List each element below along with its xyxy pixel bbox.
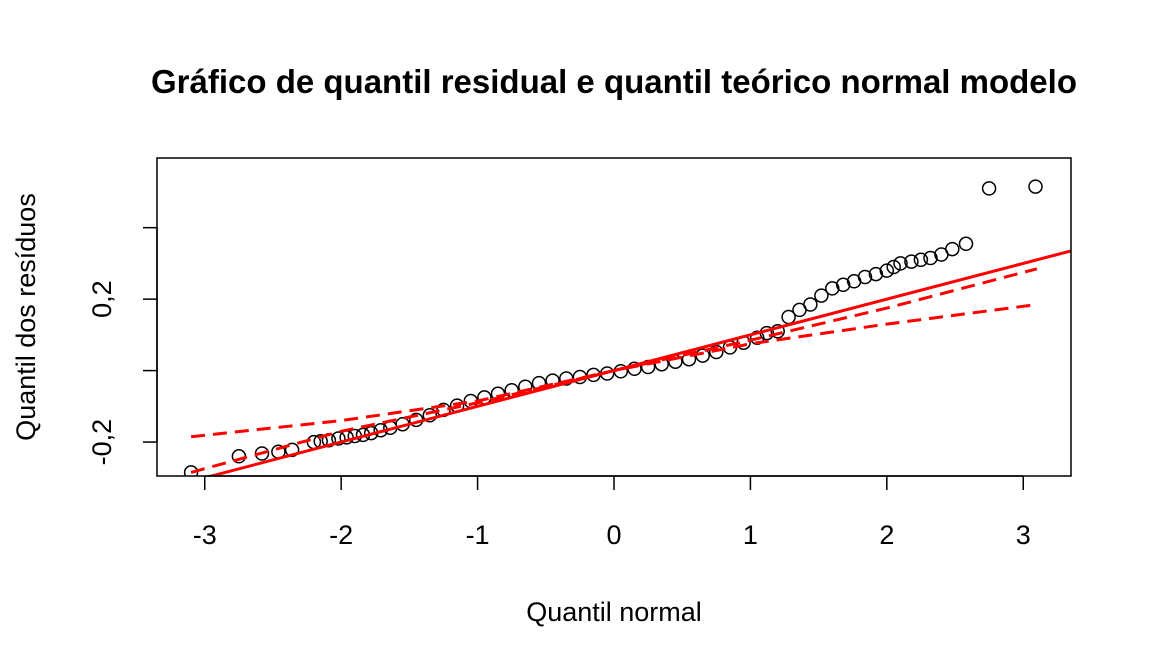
chart-title: Gráfico de quantil residual e quantil te… (151, 63, 1077, 100)
x-tick-label: 0 (606, 520, 621, 550)
x-tick-label: 2 (879, 520, 894, 550)
data-point (913, 252, 929, 268)
data-point (1028, 179, 1043, 194)
y-axis-label: Quantil dos resíduos (11, 193, 41, 441)
data-point (857, 269, 873, 285)
data-point (331, 431, 346, 446)
data-point (904, 254, 919, 269)
data-point (803, 297, 818, 312)
x-axis-label: Quantil normal (526, 597, 702, 627)
data-point (981, 181, 997, 196)
data-point (183, 465, 199, 476)
data-point (825, 281, 840, 296)
data-point (814, 288, 829, 303)
data-point (422, 408, 438, 423)
data-point (770, 324, 785, 339)
data-point (868, 266, 884, 282)
y-tick-label: -0,2 (87, 419, 117, 466)
x-axis: -3 -2 -1 0 1 2 3 (193, 475, 1031, 550)
x-tick-label: 3 (1016, 520, 1031, 550)
data-point (945, 241, 960, 257)
x-tick-label: -2 (329, 520, 353, 550)
y-tick-label: 0,2 (87, 280, 117, 318)
x-tick-label: -3 (193, 520, 217, 550)
x-tick-label: 1 (743, 520, 758, 550)
data-point (893, 256, 908, 271)
data-point (886, 259, 901, 275)
x-tick-label: -1 (466, 520, 490, 550)
y-axis: -0,2 0,2 (87, 226, 158, 466)
data-point (709, 344, 724, 360)
plot-marks (183, 179, 1071, 476)
data-point (879, 263, 895, 278)
data-point (958, 236, 974, 252)
data-point (923, 250, 938, 266)
envelope-line (190, 267, 1038, 474)
envelope-line (190, 303, 1038, 439)
data-point (835, 277, 851, 293)
